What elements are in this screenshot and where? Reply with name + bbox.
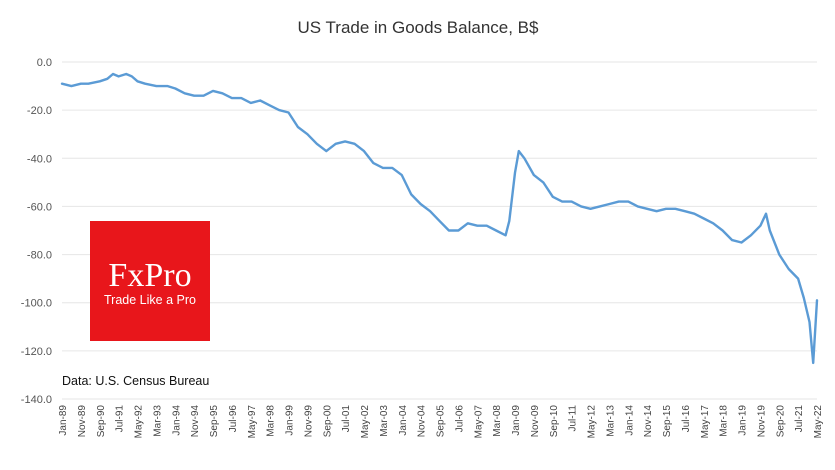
x-tick-label: Jul-91 [115,405,126,433]
x-tick-label: Mar-13 [605,405,616,437]
fxpro-logo-box [90,221,210,341]
y-tick-label: -100.0 [21,298,52,310]
x-tick-label: Jul-06 [454,405,465,433]
x-tick-label: Jul-21 [794,405,805,433]
x-tick-label: Nov-19 [756,405,767,438]
x-tick-label: Sep-20 [775,405,786,438]
x-tick-label: Nov-94 [190,405,201,438]
x-tick-label: Mar-98 [266,405,277,437]
x-tick-label: Jan-89 [58,405,69,436]
x-tick-label: May-22 [813,405,824,439]
y-tick-label: -40.0 [27,153,52,165]
y-axis-ticks: 0.0 -20.0 -40.0 -60.0 -80.0 -100.0 -120.0 -140.… [21,57,52,406]
x-tick-label: Sep-95 [209,405,220,438]
x-tick-label: Jan-99 [285,405,296,436]
x-tick-label: Jan-04 [398,405,409,436]
y-tick-label: 0.0 [37,57,52,69]
source-note: Data: U.S. Census Bureau [62,374,209,388]
x-tick-label: Nov-04 [417,405,428,438]
y-tick-label: -60.0 [27,201,52,213]
x-tick-label: Nov-09 [530,405,541,438]
x-tick-label: Jul-96 [228,405,239,433]
x-axis-ticks: Jan-89 Nov-89 Sep-90 Jul-91 May-92 Mar-93 Jan-… [58,405,824,439]
series-layer [60,72,819,365]
x-tick-label: Nov-14 [643,405,654,438]
y-tick-label: -20.0 [27,105,52,117]
x-tick-label: May-02 [360,405,371,439]
x-tick-label: May-92 [134,405,145,439]
x-tick-label: Sep-10 [549,405,560,438]
x-tick-label: Jan-19 [738,405,749,436]
trade-balance-line [60,72,819,365]
x-tick-label: May-12 [587,405,598,439]
x-tick-label: May-17 [700,405,711,439]
x-tick-label: Sep-90 [96,405,107,438]
x-tick-label: May-97 [247,405,258,439]
x-tick-label: Jan-09 [511,405,522,436]
x-tick-label: Nov-99 [303,405,314,438]
x-tick-label: Mar-03 [379,405,390,437]
fxpro-logo: FxPro Trade Like a Pro [90,221,210,341]
x-tick-label: Sep-05 [436,405,447,438]
x-tick-label: Mar-18 [719,405,730,437]
x-tick-label: Jul-16 [681,405,692,433]
y-tick-label: -120.0 [21,346,52,358]
x-tick-label: Mar-08 [492,405,503,437]
y-tick-label: -80.0 [27,250,52,262]
y-tick-label: -140.0 [21,394,52,406]
fxpro-logo-wordmark: FxPro [108,257,191,294]
x-tick-label: Nov-89 [77,405,88,438]
x-tick-label: Mar-93 [152,405,163,437]
x-tick-label: Sep-15 [662,405,673,438]
x-tick-label: Sep-00 [322,405,333,438]
x-tick-label: May-07 [473,405,484,439]
x-tick-label: Jul-11 [568,405,579,432]
x-tick-label: Jan-14 [624,405,635,436]
x-tick-label: Jul-01 [341,405,352,433]
chart-title: US Trade in Goods Balance, B$ [298,18,540,37]
fxpro-logo-tagline: Trade Like a Pro [104,293,196,307]
x-tick-label: Jan-94 [171,405,182,436]
